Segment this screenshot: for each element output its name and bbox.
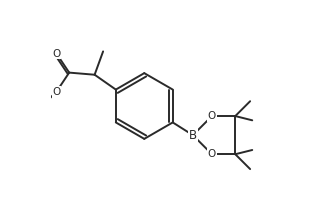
Text: B: B bbox=[189, 129, 197, 142]
Text: O: O bbox=[52, 49, 61, 59]
Text: O: O bbox=[208, 111, 216, 121]
Text: O: O bbox=[52, 87, 61, 97]
Text: O: O bbox=[208, 149, 216, 159]
